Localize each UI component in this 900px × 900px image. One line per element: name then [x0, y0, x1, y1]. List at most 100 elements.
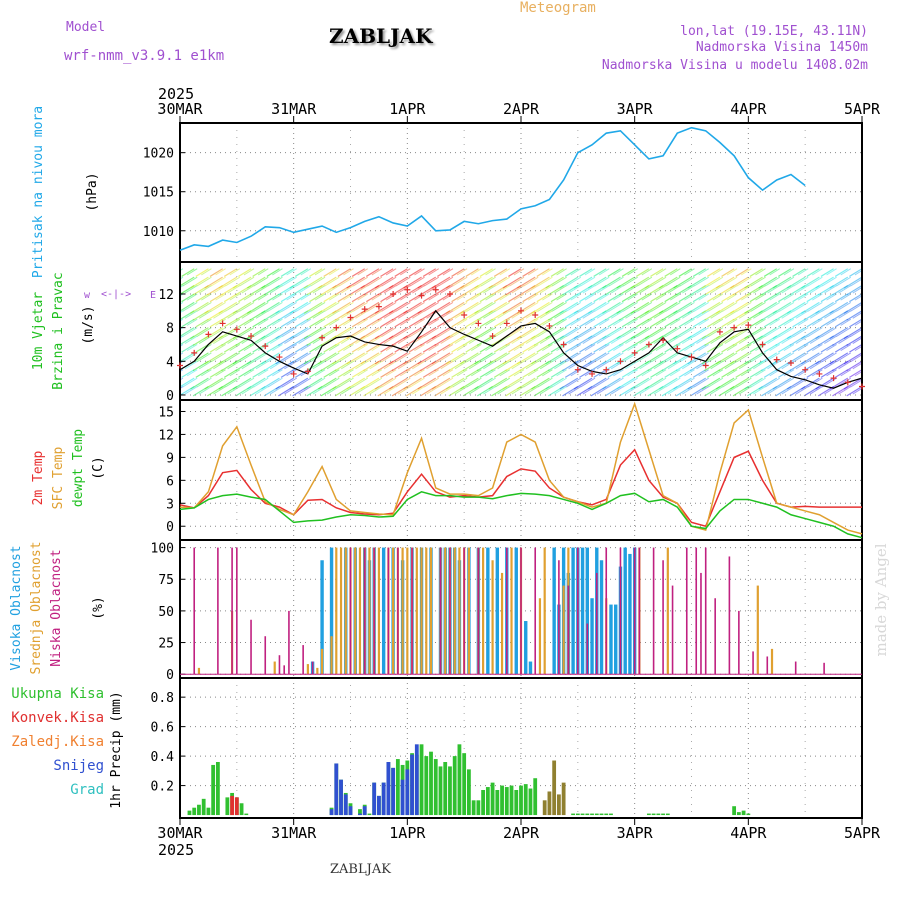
- wind-barb: [257, 369, 269, 377]
- wind-barb: [275, 352, 294, 365]
- y-tick-label: 50: [158, 605, 174, 620]
- wind-barb: [337, 293, 351, 303]
- wind-barb: [440, 360, 454, 370]
- cloud-bar: [599, 560, 604, 675]
- wind-barb: [266, 293, 280, 303]
- wind-barb: [495, 301, 511, 312]
- wind-barb: [452, 377, 468, 388]
- cloud-bar: [329, 547, 334, 675]
- wind-barb: [186, 318, 198, 326]
- panel-temperature: 0 3 6 9 12 15: [158, 399, 863, 541]
- high-cloud-ylabel: Visoka Oblacnost: [9, 545, 24, 670]
- gust-marker: [617, 358, 624, 365]
- wind-barb: [641, 268, 653, 276]
- wind-barb: [180, 335, 184, 339]
- wind-barb: [210, 301, 226, 312]
- wind-barb: [414, 318, 425, 326]
- wind-barb: [849, 343, 862, 353]
- wind-barb: [655, 369, 667, 377]
- gust-marker: [276, 354, 283, 361]
- wind-barb: [687, 301, 707, 314]
- wind-barb: [692, 293, 707, 303]
- precip-bar: [424, 756, 429, 816]
- wind-barb: [570, 293, 582, 301]
- wind-barb: [792, 369, 806, 378]
- gust-marker: [418, 292, 425, 299]
- wind-barb: [294, 293, 309, 303]
- precip-bar: [206, 807, 211, 816]
- wind-barb: [255, 386, 269, 395]
- wind-barb: [485, 268, 496, 276]
- wind-barb: [229, 293, 241, 301]
- wind-barb: [495, 327, 511, 337]
- wind-barb: [829, 301, 849, 314]
- cloud-bar: [193, 547, 196, 675]
- wind-barb: [399, 318, 411, 326]
- wind-barb: [679, 301, 695, 312]
- wind-barb: [397, 360, 411, 370]
- wind-barb: [582, 335, 596, 344]
- wind-barb: [215, 369, 226, 377]
- wind-barb: [351, 369, 366, 378]
- wind-barb: [516, 276, 536, 289]
- wind-barb: [355, 360, 368, 370]
- wind-barb: [594, 301, 610, 312]
- wind-barb: [218, 301, 238, 314]
- wind-barb: [367, 352, 383, 363]
- wind-barb: [213, 360, 226, 370]
- wind-barb: [460, 301, 479, 314]
- cloud-bar: [354, 547, 357, 675]
- wind-barb: [215, 318, 226, 326]
- precip-bar: [419, 744, 424, 816]
- wind-barb: [286, 268, 297, 276]
- wind-barb: [812, 318, 823, 326]
- wind-barb: [602, 301, 621, 314]
- wind-barb: [227, 335, 241, 344]
- cloud-bar: [794, 661, 797, 675]
- wind-barb: [750, 377, 766, 388]
- cloud-bar: [605, 547, 608, 675]
- wind-barb: [180, 268, 184, 272]
- wind-barb: [195, 318, 209, 328]
- wind-barb: [843, 377, 862, 390]
- precip-bar: [358, 809, 362, 816]
- wind-barb: [806, 343, 820, 353]
- wind-barb: [753, 335, 766, 344]
- wind-barb: [261, 327, 280, 340]
- wind-barb: [779, 352, 795, 363]
- wind-barb: [317, 301, 337, 314]
- wind-barb: [509, 352, 525, 363]
- wind-barb: [493, 369, 508, 378]
- wind-barb: [310, 276, 326, 287]
- wind-barb: [516, 352, 536, 365]
- wind-barb: [422, 293, 437, 303]
- wind-barb: [465, 369, 479, 378]
- wind-barb: [367, 327, 383, 337]
- wind-barb: [580, 276, 596, 287]
- wind-barb: [480, 301, 496, 312]
- wind-barb: [456, 293, 468, 301]
- wind-barb: [651, 276, 667, 287]
- cloud-bar: [662, 560, 664, 675]
- wind-barb: [397, 285, 411, 294]
- wind-barb: [738, 335, 752, 344]
- wind-barb: [815, 276, 834, 289]
- wind-barb: [735, 293, 749, 303]
- wind-barb: [846, 335, 862, 346]
- precip-bar: [225, 797, 230, 816]
- wind-barb: [767, 360, 781, 370]
- wind-barb: [381, 377, 397, 388]
- wind-barb: [694, 327, 709, 337]
- wind-barb: [735, 268, 749, 277]
- wind-barb: [357, 369, 368, 377]
- wind-barb: [466, 352, 482, 363]
- cloud-bar: [320, 560, 324, 675]
- wind-barb: [483, 335, 496, 344]
- wind-barb: [726, 344, 738, 352]
- wind-barb: [836, 352, 852, 363]
- wind-barb: [289, 327, 309, 340]
- wind-barb: [598, 318, 610, 326]
- wind-barb: [793, 352, 809, 363]
- wind-barb: [678, 293, 692, 303]
- wind-barb: [417, 301, 437, 314]
